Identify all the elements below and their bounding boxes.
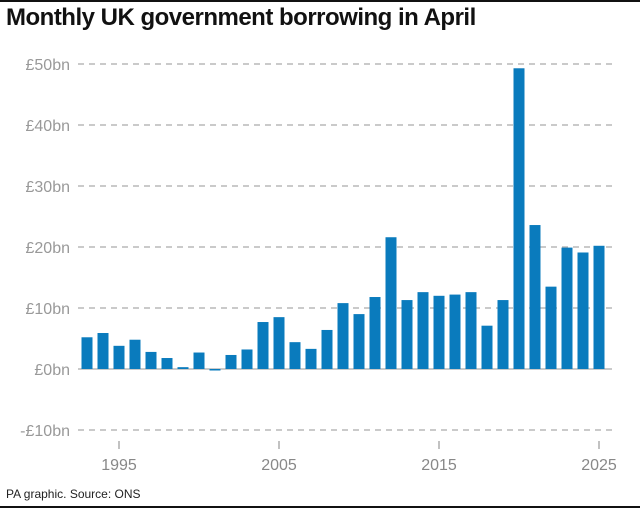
bar-1998 bbox=[161, 358, 173, 369]
y-tick-label: £40bn bbox=[26, 118, 71, 135]
bar-1997 bbox=[145, 351, 157, 369]
bar-2012 bbox=[385, 237, 397, 369]
bar-2011 bbox=[369, 297, 381, 369]
bar-2004 bbox=[257, 322, 269, 369]
source-note: PA graphic. Source: ONS bbox=[6, 487, 141, 501]
bar-2021 bbox=[529, 225, 541, 369]
bar-2009 bbox=[337, 303, 349, 369]
y-tick-label: £50bn bbox=[26, 57, 71, 74]
bar-1993 bbox=[81, 337, 93, 369]
bar-2024 bbox=[577, 252, 589, 369]
top-rule bbox=[0, 0, 640, 2]
bar-2005 bbox=[273, 317, 285, 369]
bar-2002 bbox=[225, 354, 237, 369]
y-tick-label: £0bn bbox=[34, 362, 70, 379]
x-tick-label: 2025 bbox=[581, 457, 617, 474]
x-tick-label: 2015 bbox=[421, 457, 457, 474]
x-tick-label: 1995 bbox=[101, 457, 137, 474]
bar-2020 bbox=[513, 68, 525, 370]
bar-2010 bbox=[353, 314, 365, 369]
bar-2015 bbox=[433, 295, 445, 369]
bar-2016 bbox=[449, 294, 461, 369]
bar-2019 bbox=[497, 300, 509, 369]
bar-2006 bbox=[289, 342, 301, 369]
chart-title: Monthly UK government borrowing in April bbox=[6, 4, 476, 31]
bar-2000 bbox=[193, 352, 205, 369]
bar-1996 bbox=[129, 339, 141, 369]
bar-2018 bbox=[481, 325, 493, 369]
bar-1999 bbox=[177, 367, 189, 369]
bar-2023 bbox=[561, 247, 573, 369]
bar-2007 bbox=[305, 348, 317, 369]
bar-2008 bbox=[321, 329, 333, 369]
y-tick-label: £20bn bbox=[26, 240, 71, 257]
bar-2001 bbox=[209, 369, 221, 371]
bar-1994 bbox=[97, 333, 109, 369]
bar-2022 bbox=[545, 286, 557, 369]
bar-2025 bbox=[593, 245, 605, 369]
bottom-rule bbox=[0, 506, 640, 508]
bar-2017 bbox=[465, 292, 477, 369]
y-tick-label: £30bn bbox=[26, 179, 71, 196]
y-tick-label: -£10bn bbox=[20, 423, 70, 440]
bar-2003 bbox=[241, 349, 253, 369]
bar-2013 bbox=[401, 300, 413, 369]
x-tick-label: 2005 bbox=[261, 457, 297, 474]
bar-1995 bbox=[113, 345, 125, 369]
bar-2014 bbox=[417, 292, 429, 369]
y-tick-label: £10bn bbox=[26, 301, 71, 318]
